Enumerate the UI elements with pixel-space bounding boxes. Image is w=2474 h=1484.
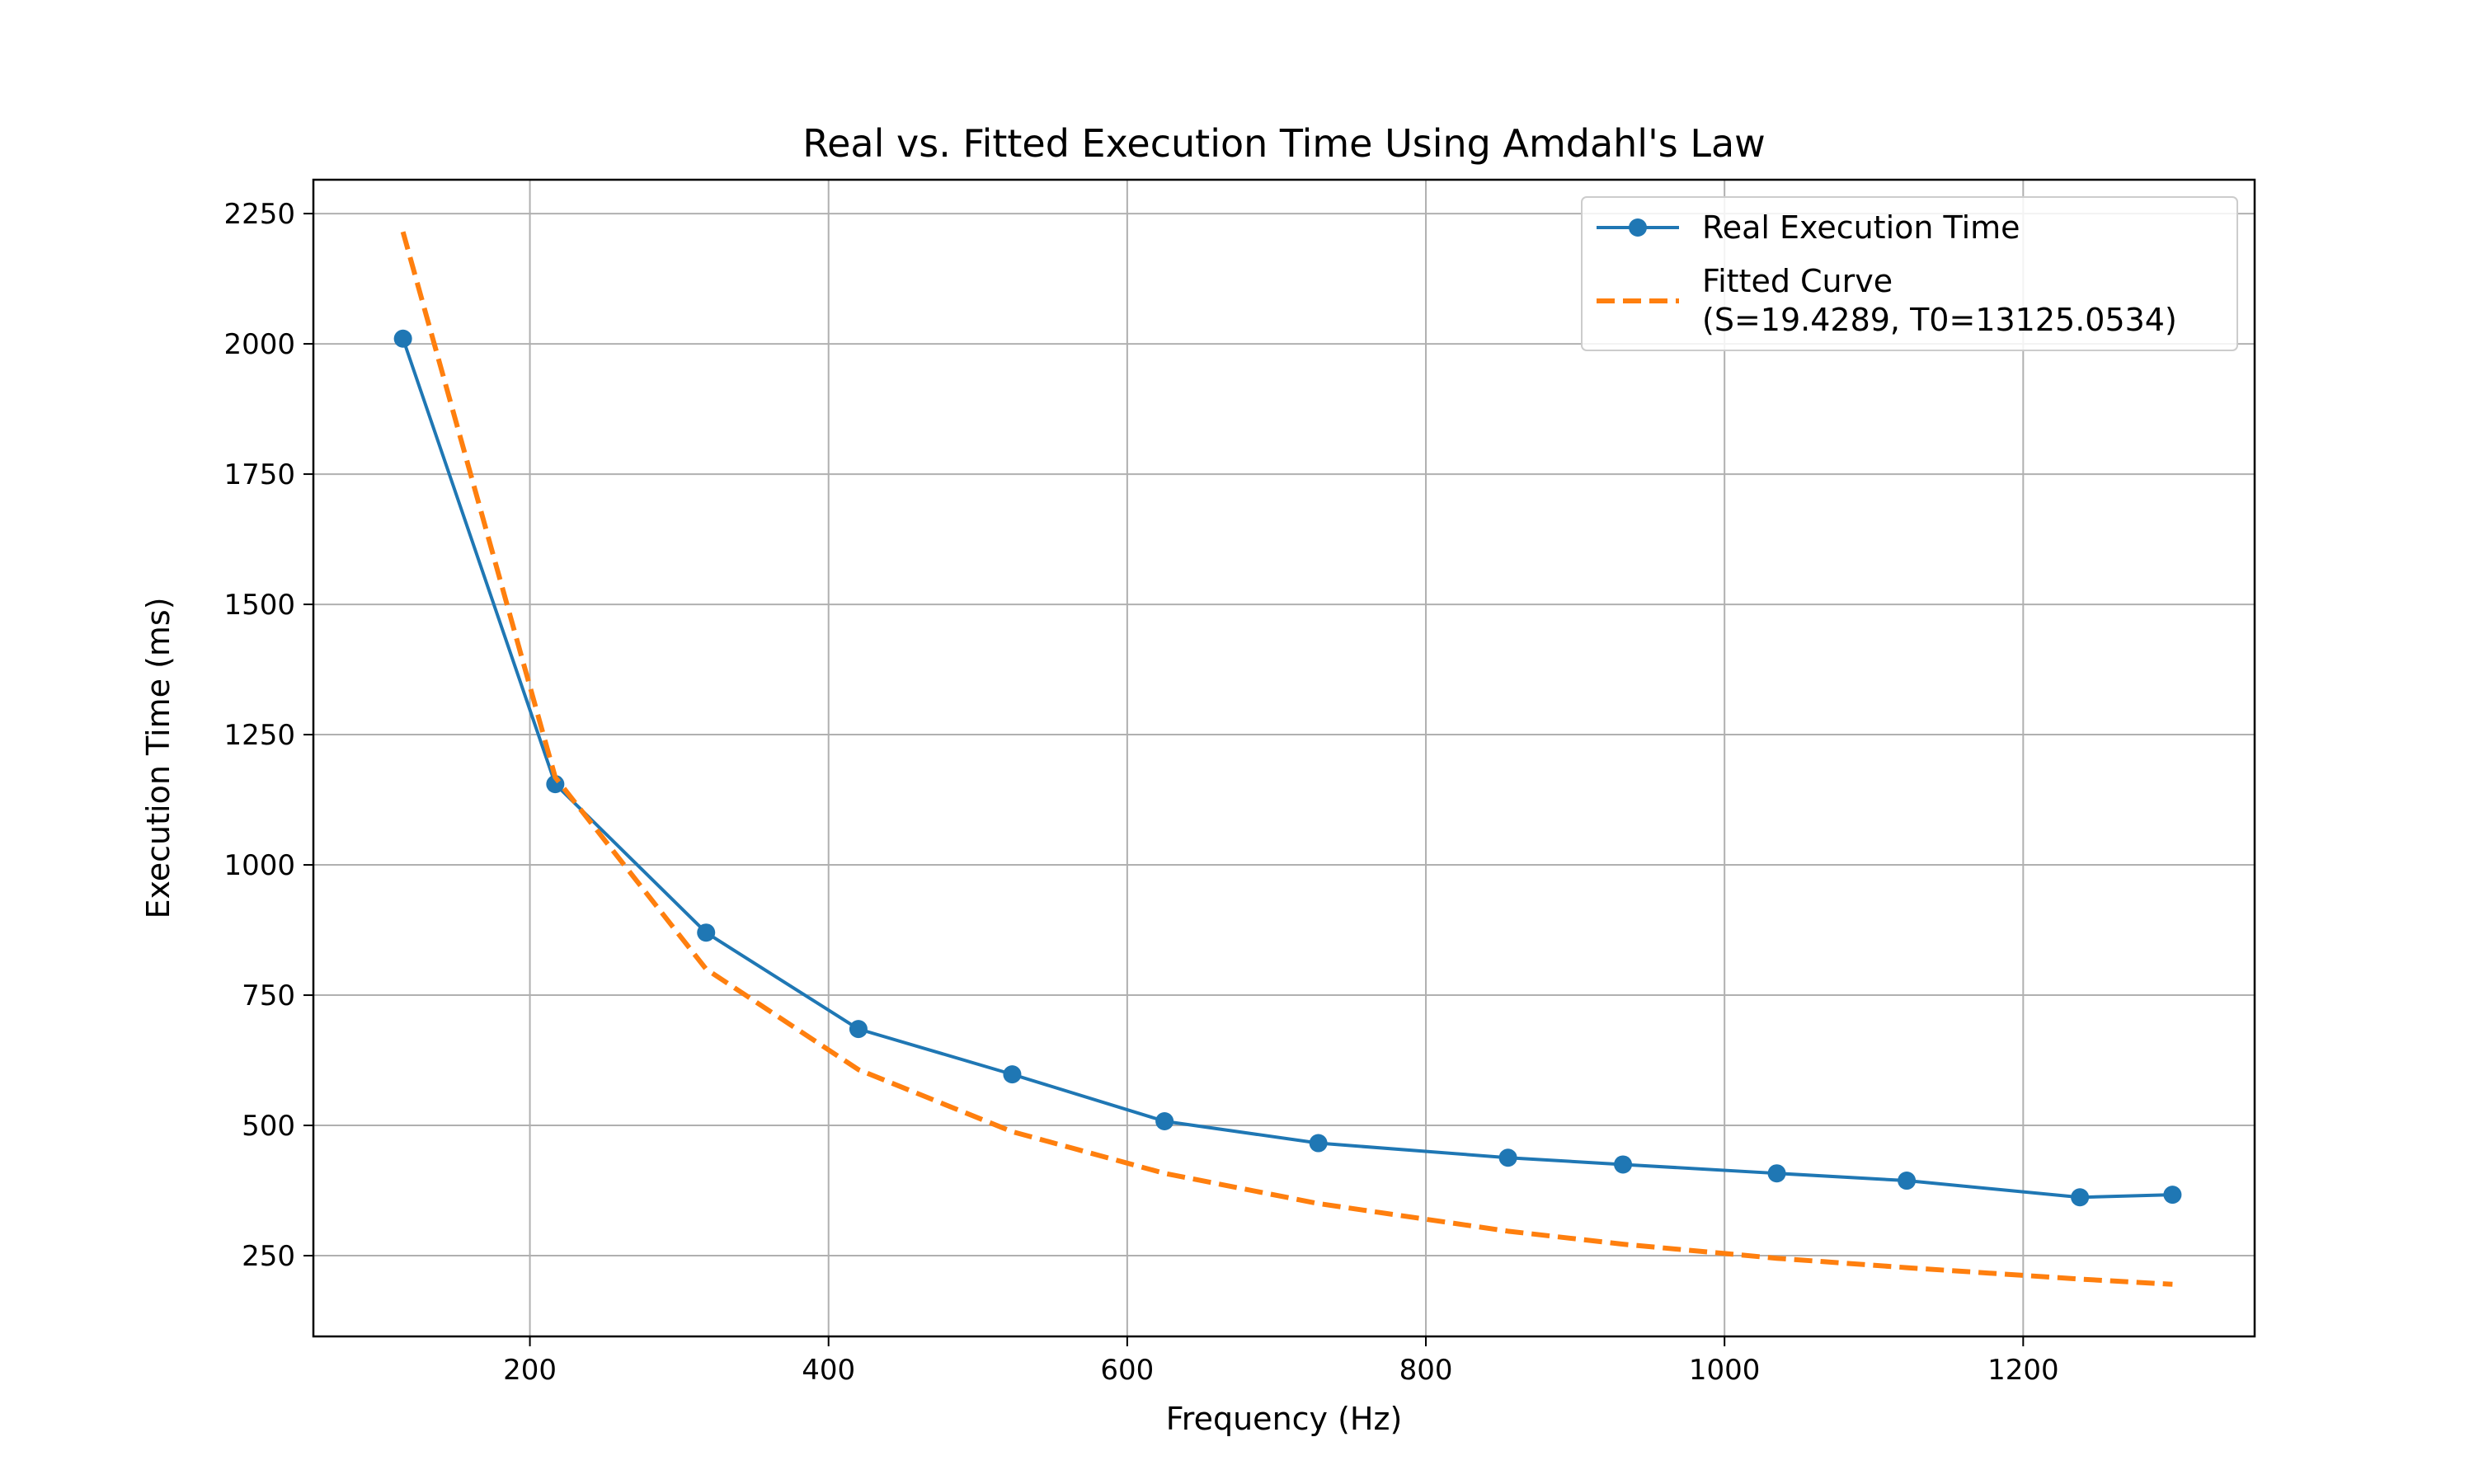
legend-fitted-label-line: (S=19.4289, T0=13125.0534): [1702, 302, 2177, 338]
real-data-point: [2071, 1188, 2090, 1207]
series-layer: [393, 231, 2182, 1287]
y-tick-label: 1000: [223, 849, 295, 882]
real-data-point: [697, 923, 716, 942]
legend: Real Execution Time Fitted Curve(S=19.428…: [1581, 196, 2238, 351]
y-tick-label: 2250: [223, 198, 295, 231]
real-data-point: [1498, 1148, 1517, 1167]
real-data-point: [1898, 1172, 1917, 1190]
x-axis-label: Frequency (Hz): [1166, 1401, 1403, 1437]
real-data-point: [1155, 1111, 1174, 1130]
x-tick-label: 1200: [1987, 1354, 2059, 1387]
legend-box: [1581, 196, 2238, 351]
y-tick-label: 2000: [223, 328, 295, 361]
y-tick-label: 250: [242, 1240, 295, 1273]
plot-frame: [312, 178, 2256, 1338]
y-tick-label: 750: [242, 979, 295, 1012]
real-data-point: [1767, 1164, 1786, 1183]
x-tick-label: 200: [503, 1354, 557, 1387]
chart-title: Real vs. Fitted Execution Time Using Amd…: [802, 121, 1766, 166]
legend-real-label: Real Execution Time: [1702, 209, 2020, 246]
real-data-point: [2163, 1186, 2182, 1205]
legend-fitted-label-line: Fitted Curve: [1702, 263, 1893, 299]
real-data-point: [1003, 1065, 1022, 1084]
real-data-point: [393, 329, 412, 348]
y-tick-label: 1500: [223, 589, 295, 622]
y-axis: 250 500 750 1000 1250 1500 1750 2000 2250: [223, 198, 313, 1273]
y-tick-label: 1750: [223, 458, 295, 491]
x-tick-label: 400: [802, 1354, 855, 1387]
x-tick-label: 800: [1399, 1354, 1453, 1387]
x-axis: 200 400 600 800 1000 1200: [503, 1336, 2059, 1387]
fitted-series-line: [400, 231, 2173, 1287]
y-tick-label: 1250: [223, 719, 295, 752]
x-tick-label: 1000: [1689, 1354, 1761, 1387]
real-data-point: [849, 1020, 868, 1039]
real-data-point: [1309, 1134, 1328, 1153]
real-data-point: [1614, 1155, 1633, 1174]
y-axis-label: Execution Time (ms): [140, 597, 176, 918]
grid: [313, 180, 2255, 1336]
legend-real-swatch-marker: [1629, 218, 1647, 237]
y-tick-label: 500: [242, 1110, 295, 1143]
x-tick-label: 600: [1100, 1354, 1154, 1387]
